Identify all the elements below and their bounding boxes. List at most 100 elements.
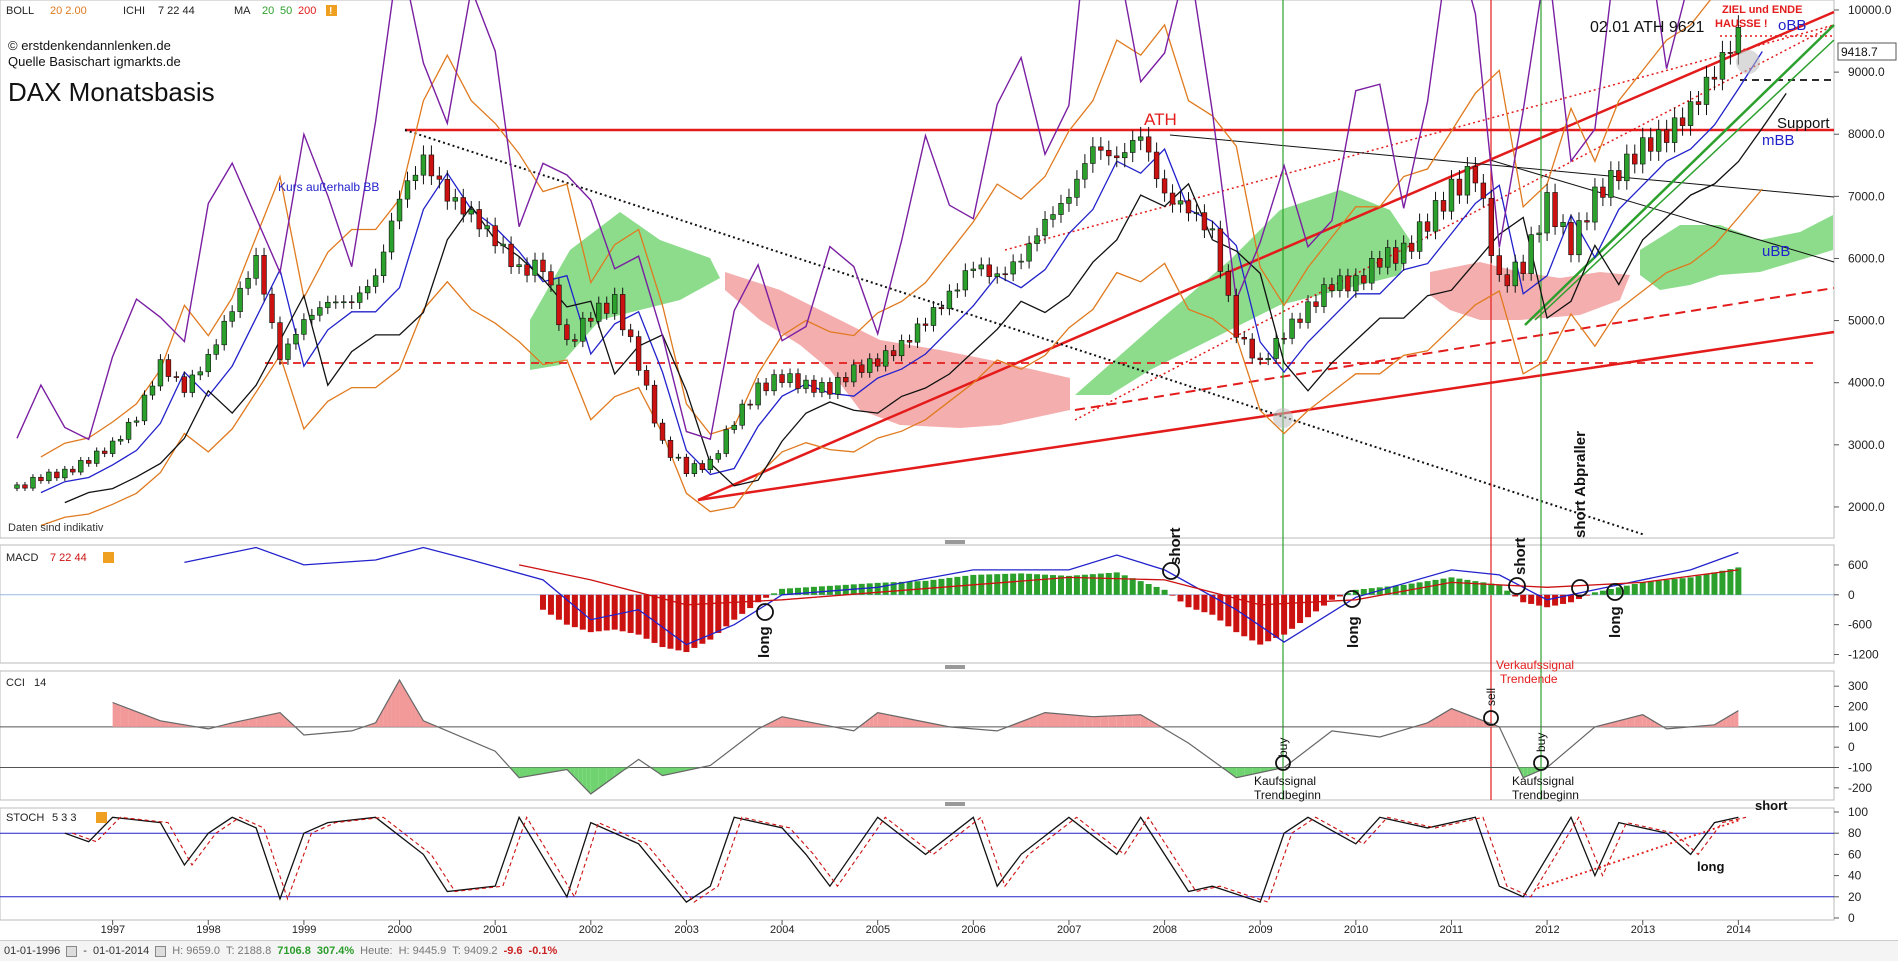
candle-body <box>516 264 522 267</box>
axis-tick-label: 2000 <box>388 924 412 936</box>
macd-series <box>0 546 1834 653</box>
macd-histogram-bar <box>858 583 865 595</box>
axis-tick-label: 2014 <box>1726 924 1750 936</box>
cci-params: 14 <box>34 677 46 689</box>
macd-histogram-bar <box>1201 594 1208 613</box>
macd-histogram-bar <box>1591 592 1598 595</box>
macd-histogram-bar <box>1281 594 1288 635</box>
axis-tick-label: 100 <box>1848 805 1868 819</box>
macd-histogram-bar <box>1289 594 1296 629</box>
cci-overbought-fill <box>1100 716 1109 727</box>
macd-histogram-bar <box>914 581 921 595</box>
calendar-icon[interactable] <box>155 945 167 957</box>
ichimoku-green-cloud <box>1075 190 1410 395</box>
macd-histogram-bar <box>1663 579 1670 595</box>
macd-histogram-bar <box>802 587 809 595</box>
axis-tick-label: 2001 <box>483 924 507 936</box>
candle-body <box>771 374 777 392</box>
cci-overbought-fill <box>1005 724 1014 727</box>
cci-overbought-fill <box>112 702 121 727</box>
axis-tick-label: 300 <box>1848 679 1868 693</box>
candle-body <box>1265 358 1271 361</box>
candle-body <box>1400 242 1407 264</box>
axis-tick-label: 6000.0 <box>1848 251 1885 265</box>
chart-title: DAX Monatsbasis <box>8 77 215 107</box>
cci-oversold-fill <box>1527 767 1532 776</box>
cci-overbought-fill <box>1124 714 1133 727</box>
candle-body <box>707 458 714 470</box>
candle-body <box>1185 200 1192 214</box>
panel-resize-handle[interactable] <box>945 665 965 669</box>
moving-average <box>64 93 1787 504</box>
ma-200: 200 <box>298 5 316 17</box>
cci-overbought-fill <box>1037 712 1046 727</box>
candle-body <box>811 379 817 393</box>
range-to[interactable]: 01-01-2014 <box>92 945 150 957</box>
cci-oversold-fill <box>586 767 591 794</box>
macd-histogram-bar <box>1695 575 1702 595</box>
cci-overbought-fill <box>411 700 416 727</box>
axis-tick-label: 2013 <box>1631 924 1655 936</box>
cci-oversold-fill <box>519 767 528 778</box>
candle-body <box>970 268 977 271</box>
range-from[interactable]: 01-01-1996 <box>4 945 61 957</box>
cci-overbought-fill <box>889 714 902 727</box>
macd-histogram-bar <box>866 583 873 595</box>
macd-histogram-bar <box>1671 579 1678 595</box>
candle-body <box>986 264 992 277</box>
panel-resize-handle[interactable] <box>945 802 965 806</box>
candle-body <box>691 463 698 474</box>
macd-histogram-bar <box>667 594 674 649</box>
calendar-icon[interactable] <box>66 945 78 957</box>
candle-body <box>70 468 76 473</box>
candle-body <box>827 382 833 395</box>
candle-body <box>1488 197 1495 256</box>
candle-body <box>396 198 403 222</box>
candle-body <box>1329 284 1335 291</box>
axis-tick-label: 3000.0 <box>1848 438 1885 452</box>
candle-body <box>1552 192 1558 228</box>
axis-tick-label: 2012 <box>1535 924 1559 936</box>
cci-overbought-fill <box>403 686 408 727</box>
candle-body <box>659 422 666 441</box>
cci-oversold-fill <box>662 767 671 776</box>
candle-body <box>1424 221 1431 232</box>
cci-overbought-fill <box>805 721 818 727</box>
macd-histogram-bar <box>986 574 993 595</box>
candle-body <box>667 439 674 458</box>
cci-series <box>0 678 1834 795</box>
macd-histogram-bar <box>1225 594 1232 627</box>
cci-oversold-fill <box>570 767 575 778</box>
exclamation-icon[interactable] <box>96 812 107 823</box>
candle-body <box>253 255 259 279</box>
macd-histogram-bar <box>1568 594 1575 603</box>
candle-body <box>930 307 937 326</box>
cci-overbought-fill <box>1076 715 1085 727</box>
cci-overbought-fill <box>1108 715 1117 727</box>
axis-tick-label: -200 <box>1848 781 1872 795</box>
candle-body <box>86 460 92 464</box>
macd-histogram-bar <box>922 580 929 595</box>
candle-body <box>1528 234 1534 274</box>
macd-histogram-bar <box>555 594 562 620</box>
chart-background <box>0 0 1898 940</box>
exclamation-icon[interactable] <box>103 552 114 563</box>
macd-histogram-bar <box>1002 573 1009 595</box>
ma-20: 20 <box>262 5 274 17</box>
macd-histogram-bar <box>826 585 833 595</box>
ziel-line2: HAUSSE ! <box>1715 18 1768 30</box>
macd-histogram-bar <box>882 582 889 595</box>
stoch-params: 5 3 3 <box>52 812 76 824</box>
stoch-d-line <box>72 816 1747 903</box>
obb-label: oBB <box>1778 17 1806 34</box>
macd-histogram-bar <box>1360 588 1367 595</box>
support-label: Support <box>1777 115 1830 132</box>
candle-body <box>189 374 196 393</box>
candle-body <box>851 364 857 383</box>
candle-body <box>157 359 164 387</box>
exclamation-icon[interactable] <box>326 5 337 16</box>
candle-body <box>1663 129 1670 143</box>
candle-body <box>500 243 506 247</box>
panel-resize-handle[interactable] <box>945 540 965 544</box>
macd-params: 7 22 44 <box>50 552 87 564</box>
